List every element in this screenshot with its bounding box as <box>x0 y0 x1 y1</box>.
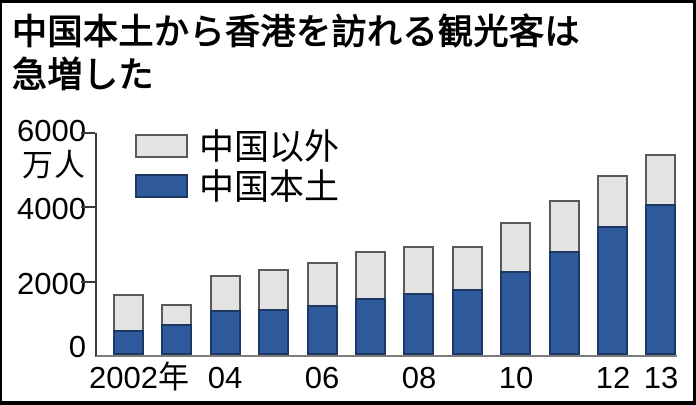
y-tick-4000 <box>81 206 95 208</box>
bar-2007 <box>355 251 386 355</box>
x-axis-label-08: 08 <box>401 360 437 395</box>
y-axis-unit-label: 万人 <box>22 148 86 183</box>
x-axis-label-10: 10 <box>498 360 534 395</box>
bar-2009 <box>452 246 483 355</box>
bar-2013-other-segment <box>645 154 676 204</box>
bar-2003-other-segment <box>161 304 192 324</box>
legend-swatch-mainland <box>135 174 188 198</box>
bar-2003-mainland-segment <box>161 324 192 355</box>
bar-2002 <box>113 294 144 355</box>
x-axis-label-12: 12 <box>595 360 631 395</box>
legend-label-mainland: 中国本土 <box>199 168 340 207</box>
y-tick-6000 <box>81 132 95 134</box>
bar-2006 <box>307 262 338 355</box>
bar-2009-mainland-segment <box>452 289 483 355</box>
bar-2011-other-segment <box>549 200 580 251</box>
x-axis-label-2002: 2002年 <box>89 360 189 395</box>
y-tick-2000 <box>81 281 95 283</box>
chart-title-line2: 急増した <box>12 56 155 96</box>
bar-2005 <box>258 269 289 355</box>
y-axis-label-0: 0 <box>68 329 86 364</box>
plot-area <box>81 132 677 357</box>
bar-2012-other-segment <box>597 175 628 226</box>
y-axis-label-6000: 6000 <box>17 113 86 148</box>
chart-title-line1: 中国本土から香港を訪れる観光客は <box>12 13 581 52</box>
bar-2005-other-segment <box>258 269 289 309</box>
bar-2013 <box>645 154 676 355</box>
bar-2007-mainland-segment <box>355 298 386 355</box>
bar-2008-mainland-segment <box>403 293 434 355</box>
legend-swatch-other <box>135 134 188 158</box>
bar-2007-other-segment <box>355 251 386 298</box>
y-axis-label-2000: 2000 <box>17 266 86 301</box>
bar-2003 <box>161 304 192 355</box>
bar-2004-other-segment <box>210 275 241 310</box>
bar-2002-mainland-segment <box>113 330 144 355</box>
bar-2010-other-segment <box>500 222 531 271</box>
bar-2006-mainland-segment <box>307 305 338 355</box>
bar-2013-mainland-segment <box>645 204 676 355</box>
x-axis-label-13: 13 <box>643 360 679 395</box>
bar-2010 <box>500 222 531 355</box>
bar-2010-mainland-segment <box>500 271 531 355</box>
bar-2006-other-segment <box>307 262 338 305</box>
chart-title: 中国本土から香港を訪れる観光客は 急増した <box>12 11 580 98</box>
y-axis-label-4000: 4000 <box>17 191 86 226</box>
bar-2009-other-segment <box>452 246 483 289</box>
bar-2012 <box>597 175 628 355</box>
bar-2005-mainland-segment <box>258 309 289 355</box>
bar-2008-other-segment <box>403 246 434 293</box>
x-axis-label-04: 04 <box>207 360 243 395</box>
bar-2004 <box>210 275 241 355</box>
x-axis-label-06: 06 <box>304 360 340 395</box>
bar-2004-mainland-segment <box>210 310 241 355</box>
bar-2002-other-segment <box>113 294 144 330</box>
bar-2012-mainland-segment <box>597 226 628 355</box>
bar-2011 <box>549 200 580 355</box>
bar-2008 <box>403 246 434 355</box>
legend-label-other: 中国以外 <box>199 128 340 167</box>
bar-2011-mainland-segment <box>549 251 580 355</box>
